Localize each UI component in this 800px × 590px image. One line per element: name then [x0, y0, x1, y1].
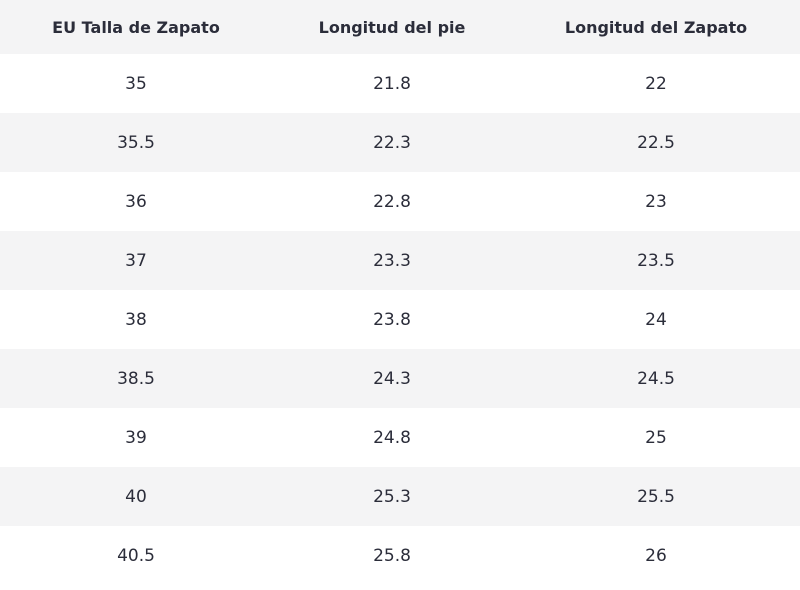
cell-eu-size: 35.5: [0, 113, 272, 172]
table-row: 37 23.3 23.5: [0, 231, 800, 290]
table-row: 39 24.8 25: [0, 408, 800, 467]
cell-eu-size: 39: [0, 408, 272, 467]
cell-eu-size: 38.5: [0, 349, 272, 408]
cell-foot-length: 22.3: [272, 113, 512, 172]
cell-shoe-length: 24.5: [512, 349, 800, 408]
cell-eu-size: 38: [0, 290, 272, 349]
cell-shoe-length: 23.5: [512, 231, 800, 290]
header-row: EU Talla de Zapato Longitud del pie Long…: [0, 0, 800, 54]
cell-foot-length: 21.8: [272, 54, 512, 113]
cell-shoe-length: 24: [512, 290, 800, 349]
cell-eu-size: 40.5: [0, 526, 272, 585]
cell-foot-length: 25.8: [272, 526, 512, 585]
cell-foot-length: 25.3: [272, 467, 512, 526]
cell-foot-length: 24.3: [272, 349, 512, 408]
table-row: 38.5 24.3 24.5: [0, 349, 800, 408]
table-row: 36 22.8 23: [0, 172, 800, 231]
cell-foot-length: 23.8: [272, 290, 512, 349]
table-row: 40 25.3 25.5: [0, 467, 800, 526]
cell-foot-length: 22.8: [272, 172, 512, 231]
cell-shoe-length: 25: [512, 408, 800, 467]
table-header: EU Talla de Zapato Longitud del pie Long…: [0, 0, 800, 54]
cell-foot-length: 24.8: [272, 408, 512, 467]
cell-eu-size: 35: [0, 54, 272, 113]
table-row: 35.5 22.3 22.5: [0, 113, 800, 172]
cell-eu-size: 36: [0, 172, 272, 231]
header-eu-size: EU Talla de Zapato: [0, 0, 272, 54]
header-shoe-length: Longitud del Zapato: [512, 0, 800, 54]
cell-shoe-length: 22: [512, 54, 800, 113]
cell-shoe-length: 23: [512, 172, 800, 231]
cell-shoe-length: 26: [512, 526, 800, 585]
cell-shoe-length: 22.5: [512, 113, 800, 172]
cell-eu-size: 37: [0, 231, 272, 290]
cell-shoe-length: 25.5: [512, 467, 800, 526]
table-body: 35 21.8 22 35.5 22.3 22.5 36 22.8 23 37 …: [0, 54, 800, 585]
cell-eu-size: 40: [0, 467, 272, 526]
table-row: 40.5 25.8 26: [0, 526, 800, 585]
cell-foot-length: 23.3: [272, 231, 512, 290]
header-foot-length: Longitud del pie: [272, 0, 512, 54]
table-row: 35 21.8 22: [0, 54, 800, 113]
table-row: 38 23.8 24: [0, 290, 800, 349]
